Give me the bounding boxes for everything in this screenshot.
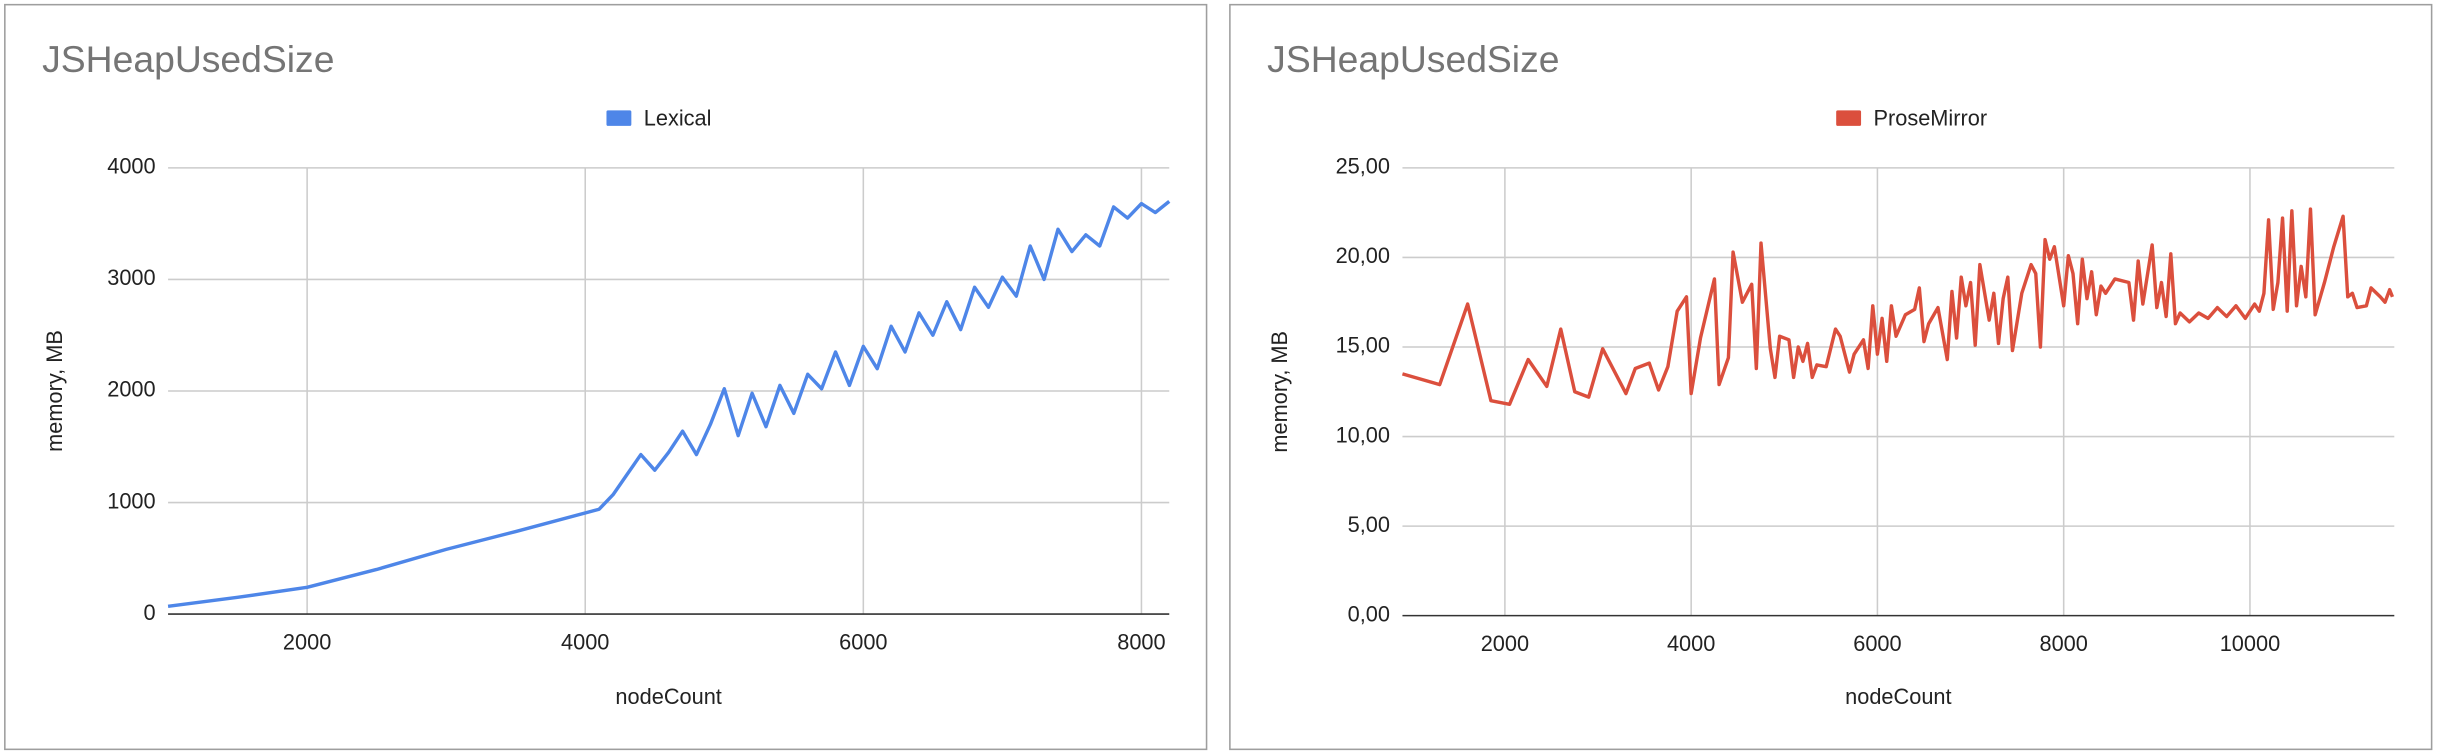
y-tick-label: 25,00 [1336, 154, 1390, 179]
x-tick-label: 2000 [283, 629, 331, 654]
y-tick-label: 10,00 [1336, 422, 1390, 447]
data-line [1401, 207, 2395, 407]
chart-title: JSHeapUsedSize [1267, 38, 1559, 80]
y-axis-label: memory, MB [42, 330, 67, 452]
y-tick-label: 15,00 [1336, 333, 1390, 358]
y-tick-label: 0,00 [1348, 601, 1390, 626]
x-tick-label: 2000 [1481, 631, 1529, 656]
chart-panel [1229, 3, 2433, 751]
x-tick-label: 4000 [561, 629, 609, 654]
y-tick-label: 3000 [107, 265, 155, 290]
y-tick-label: 2000 [107, 377, 155, 402]
x-axis-label: nodeCount [1845, 684, 1951, 709]
x-tick-label: 4000 [1667, 631, 1715, 656]
legend-swatch [1836, 110, 1862, 126]
chart: JSHeapUsedSize 2000 4000 6000 8000 10000 0,00 5… [1229, 3, 2433, 751]
data-line [167, 200, 1171, 608]
y-tick-label: 4000 [107, 154, 155, 179]
chart-panel [4, 3, 1208, 751]
legend-label: ProseMirror [1874, 105, 1988, 130]
y-tick-label: 0 [144, 600, 156, 625]
x-tick-label: 10000 [2220, 631, 2280, 656]
chart-title: JSHeapUsedSize [42, 38, 334, 80]
chart: JSHeapUsedSize 2000 4000 6000 8000 0 1000 2000 3… [4, 3, 1208, 751]
x-tick-label: 8000 [2039, 631, 2087, 656]
x-tick-label: 8000 [1117, 629, 1165, 654]
y-tick-label: 1000 [107, 488, 155, 513]
y-tick-label: 5,00 [1348, 512, 1390, 537]
x-tick-label: 6000 [1853, 631, 1901, 656]
legend-label: Lexical [644, 105, 712, 130]
y-axis-label: memory, MB [1267, 331, 1292, 453]
legend-swatch [606, 110, 632, 126]
x-tick-label: 6000 [839, 629, 887, 654]
x-axis-label: nodeCount [615, 684, 721, 709]
y-tick-label: 20,00 [1336, 243, 1390, 268]
